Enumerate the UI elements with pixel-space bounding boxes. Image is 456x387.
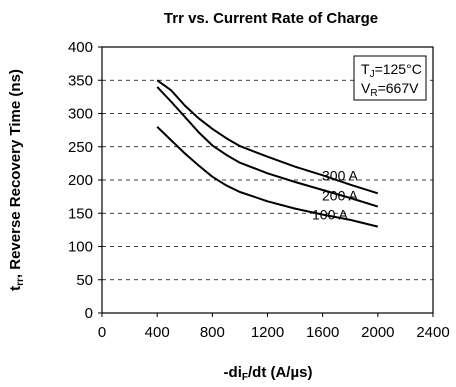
y-tick-label: 250 (68, 139, 93, 156)
y-axis: 0 50 100 150 200 250 300 350 400 (68, 39, 102, 322)
chart-title: Trr vs. Current Rate of Charge (164, 10, 378, 27)
conditions-box (353, 55, 427, 101)
x-axis-title: -diF/dt (A/µs) (224, 364, 313, 383)
grid (102, 79, 433, 281)
x-tick-label: 1600 (306, 324, 339, 341)
y-tick-label: 300 (68, 106, 93, 123)
series-line-200a (156, 86, 379, 208)
y-tick-label: 150 (68, 205, 93, 222)
x-tick-label: 2000 (361, 324, 394, 341)
x-tick-label: 400 (145, 324, 170, 341)
y-tick-label: 200 (68, 172, 93, 189)
y-tick-label: 100 (68, 239, 93, 256)
series-line-100a (156, 126, 379, 228)
series-line-300a (156, 79, 379, 195)
condition-tj: TJ=125°C (361, 61, 422, 80)
series-label: 200 A (322, 188, 358, 204)
x-tick-label: 2400 (416, 324, 449, 341)
series-labels: 300 A 200 A 100 A (312, 167, 358, 222)
y-tick-label: 0 (85, 305, 93, 322)
series-lines (156, 79, 379, 228)
x-tick-label: 1200 (251, 324, 284, 341)
y-tick-label: 50 (76, 272, 93, 289)
x-tick-label: 0 (98, 324, 106, 341)
y-axis-title: trr, Reverse Recovery Time (ns) (7, 69, 26, 291)
series-label: 300 A (322, 167, 358, 183)
series-label: 100 A (312, 207, 348, 223)
x-axis: 0 400 800 1200 1600 2000 2400 (98, 313, 450, 341)
x-tick-label: 800 (200, 324, 225, 341)
condition-vr: VR=667V (361, 80, 419, 99)
y-tick-label: 400 (68, 39, 93, 56)
y-tick-label: 350 (68, 72, 93, 89)
